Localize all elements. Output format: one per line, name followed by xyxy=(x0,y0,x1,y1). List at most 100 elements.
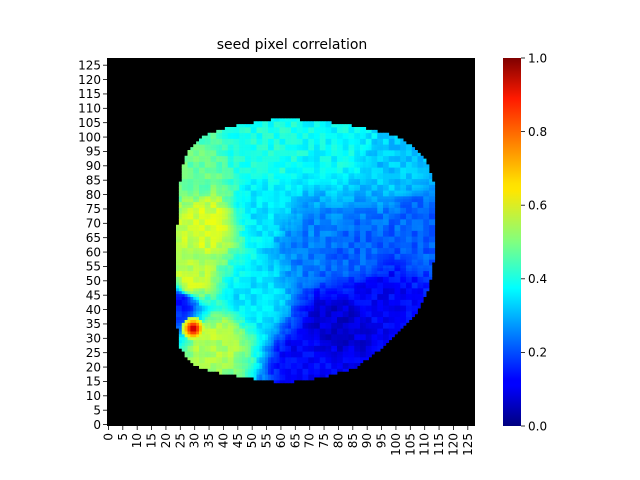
heatmap-cell xyxy=(411,233,415,237)
heatmap-cell xyxy=(236,351,240,355)
heatmap-cell xyxy=(210,236,214,240)
heatmap-cell xyxy=(227,253,231,257)
heatmap-cell xyxy=(342,316,346,320)
heatmap-cell xyxy=(222,319,226,323)
heatmap-cell xyxy=(279,256,283,260)
heatmap-cell xyxy=(230,351,234,355)
heatmap-cell xyxy=(420,285,424,289)
heatmap-cell xyxy=(420,213,424,217)
heatmap-cell xyxy=(181,302,185,306)
heatmap-cell xyxy=(184,256,188,260)
heatmap-cell xyxy=(374,244,378,249)
heatmap-cell xyxy=(334,233,338,237)
heatmap-cell xyxy=(339,242,344,246)
heatmap-cell xyxy=(282,219,286,223)
heatmap-cell xyxy=(288,322,292,326)
heatmap-cell xyxy=(308,239,312,243)
heatmap-cell xyxy=(420,259,424,263)
heatmap-cell xyxy=(219,342,223,346)
heatmap-cell xyxy=(388,288,392,292)
heatmap-cell xyxy=(322,339,326,343)
heatmap-cell xyxy=(314,290,318,295)
heatmap-cell xyxy=(222,239,226,243)
heatmap-cell xyxy=(250,328,254,332)
heatmap-cell xyxy=(371,313,375,318)
heatmap-cell xyxy=(273,305,277,309)
heatmap-cell xyxy=(193,219,197,223)
heatmap-cell xyxy=(293,339,298,343)
heatmap-cell xyxy=(360,230,364,234)
heatmap-cell xyxy=(426,265,430,269)
heatmap-cell xyxy=(357,273,361,277)
heatmap-cell xyxy=(204,334,208,338)
heatmap-cell xyxy=(299,267,303,272)
heatmap-cell xyxy=(216,285,220,289)
heatmap-cell xyxy=(273,219,277,223)
heatmap-cell xyxy=(385,219,390,223)
heatmap-cell xyxy=(219,299,223,303)
heatmap-cell xyxy=(397,236,401,240)
heatmap-cell xyxy=(242,244,246,249)
heatmap-cell xyxy=(227,334,231,338)
heatmap-cell xyxy=(305,265,309,269)
heatmap-cell xyxy=(247,267,252,272)
heatmap-cell xyxy=(181,293,185,297)
heatmap-cell xyxy=(322,253,326,257)
heatmap-cell xyxy=(403,267,407,272)
heatmap-cell xyxy=(429,224,433,228)
heatmap-cell xyxy=(351,244,355,249)
heatmap-cell xyxy=(213,354,217,358)
heatmap-cell xyxy=(239,247,243,251)
heatmap-cell xyxy=(236,253,240,257)
heatmap-cell xyxy=(357,359,361,364)
heatmap-cell xyxy=(368,319,372,323)
heatmap-cell xyxy=(374,207,378,211)
heatmap-cell xyxy=(348,313,352,318)
heatmap-cell xyxy=(279,210,283,214)
heatmap-cell xyxy=(365,334,369,338)
heatmap-cell xyxy=(227,296,231,300)
heatmap-cell xyxy=(397,265,401,269)
heatmap-cell xyxy=(417,270,421,274)
heatmap-cell xyxy=(193,325,197,329)
heatmap-cell xyxy=(227,293,231,297)
heatmap-cell xyxy=(224,204,229,208)
heatmap-cell xyxy=(184,305,188,309)
heatmap-cell xyxy=(201,247,206,251)
heatmap-cell xyxy=(411,236,415,240)
heatmap-cell xyxy=(178,308,183,312)
heatmap-cell xyxy=(371,342,375,346)
heatmap-cell xyxy=(351,345,355,349)
heatmap-cell xyxy=(273,279,277,283)
heatmap-cell xyxy=(236,371,240,375)
heatmap-cell xyxy=(276,288,280,292)
heatmap-cell xyxy=(423,279,427,283)
heatmap-cell xyxy=(339,285,344,289)
heatmap-cell xyxy=(256,250,260,254)
heatmap-cell xyxy=(213,311,217,315)
heatmap-cell xyxy=(325,299,329,303)
heatmap-cell xyxy=(414,219,418,223)
heatmap-cell xyxy=(210,253,214,257)
heatmap-cell xyxy=(414,201,418,205)
heatmap-cell xyxy=(207,204,211,208)
heatmap-cell xyxy=(383,311,387,315)
heatmap-cell xyxy=(397,201,401,205)
heatmap-cell xyxy=(411,273,415,277)
heatmap-cell xyxy=(184,250,188,254)
heatmap-cell xyxy=(288,253,292,257)
heatmap-cell xyxy=(339,279,344,283)
heatmap-cell xyxy=(268,242,272,246)
heatmap-cell xyxy=(279,380,283,384)
heatmap-cell xyxy=(239,345,243,349)
heatmap-cell xyxy=(296,204,300,208)
heatmap-cell xyxy=(199,207,203,211)
heatmap-cell xyxy=(342,267,346,272)
heatmap-cell xyxy=(184,230,188,234)
heatmap-cell xyxy=(187,288,191,292)
heatmap-cell xyxy=(216,224,220,228)
heatmap-cell xyxy=(348,267,352,272)
heatmap-cell xyxy=(397,270,401,274)
heatmap-cell xyxy=(193,290,197,295)
heatmap-cell xyxy=(348,345,352,349)
